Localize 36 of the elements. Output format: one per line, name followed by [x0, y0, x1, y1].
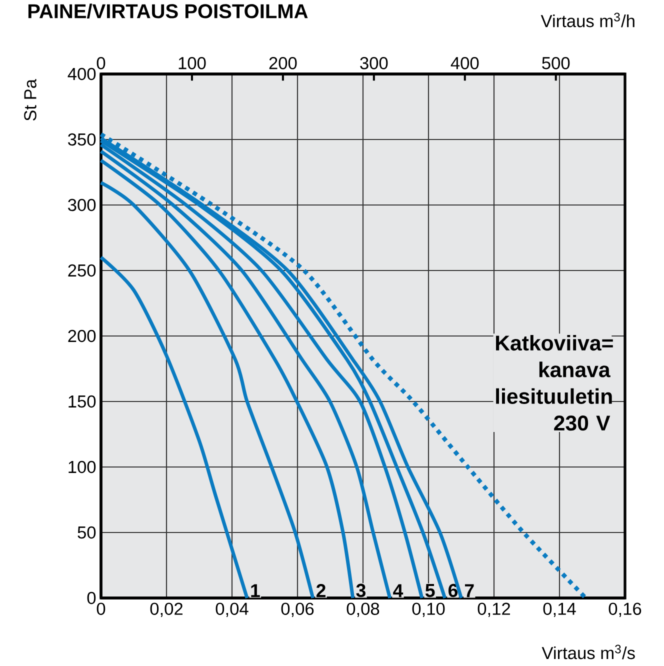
- x2-tick-label: 500: [542, 56, 570, 70]
- series-label: 5: [425, 584, 435, 598]
- y-tick-label: 350: [68, 133, 96, 146]
- x-tick-label: 0,08: [346, 602, 380, 618]
- x2-tick-label: 200: [269, 56, 297, 70]
- x2-tick-label: 0: [96, 56, 106, 70]
- y-tick-label: 200: [68, 330, 96, 342]
- x-tick-label: 0,04: [216, 602, 248, 618]
- x-tick-label: 0,14: [543, 602, 576, 618]
- x-axis-title: Virtaus m$^{3}$/s: [542, 644, 635, 660]
- x-tick-label: 0,10: [412, 602, 445, 618]
- y-tick-label: 250: [68, 264, 96, 277]
- series-label: 4: [393, 584, 404, 598]
- annotation: Katkoviiva= kanava liesituuletin 230 V: [496, 334, 613, 431]
- x-tick-label: 0,12: [478, 602, 510, 618]
- y-axis-title: St Pa: [24, 79, 36, 121]
- x2-tick-label: 100: [178, 56, 206, 70]
- series-label: 6: [448, 584, 458, 598]
- series-label: 7: [464, 584, 474, 598]
- y-tick-label: 150: [68, 395, 96, 408]
- x-tick-label: 0,16: [608, 602, 642, 618]
- y-tick-label: 100: [68, 460, 96, 474]
- series-label: 1: [251, 584, 260, 598]
- x2-tick-label: 300: [360, 56, 388, 70]
- y-tick-label: 300: [68, 198, 96, 212]
- y-tick-label: 0: [87, 592, 96, 604]
- x-tick-label: 0,06: [281, 602, 314, 618]
- y-tick-label: 50: [78, 526, 96, 539]
- x-tick-label: 0,02: [150, 602, 182, 618]
- x-tick-label: 0: [96, 602, 106, 615]
- x2-axis-title: Virtaus m$^{3}$/h: [540, 12, 634, 28]
- y-tick-label: 400: [68, 68, 96, 80]
- series-label: 2: [316, 584, 326, 598]
- series-label: 3: [356, 584, 366, 598]
- chart-title: PAINE/VIRTAUS POISTOILMA: [28, 4, 308, 19]
- x2-tick-label: 400: [450, 56, 479, 70]
